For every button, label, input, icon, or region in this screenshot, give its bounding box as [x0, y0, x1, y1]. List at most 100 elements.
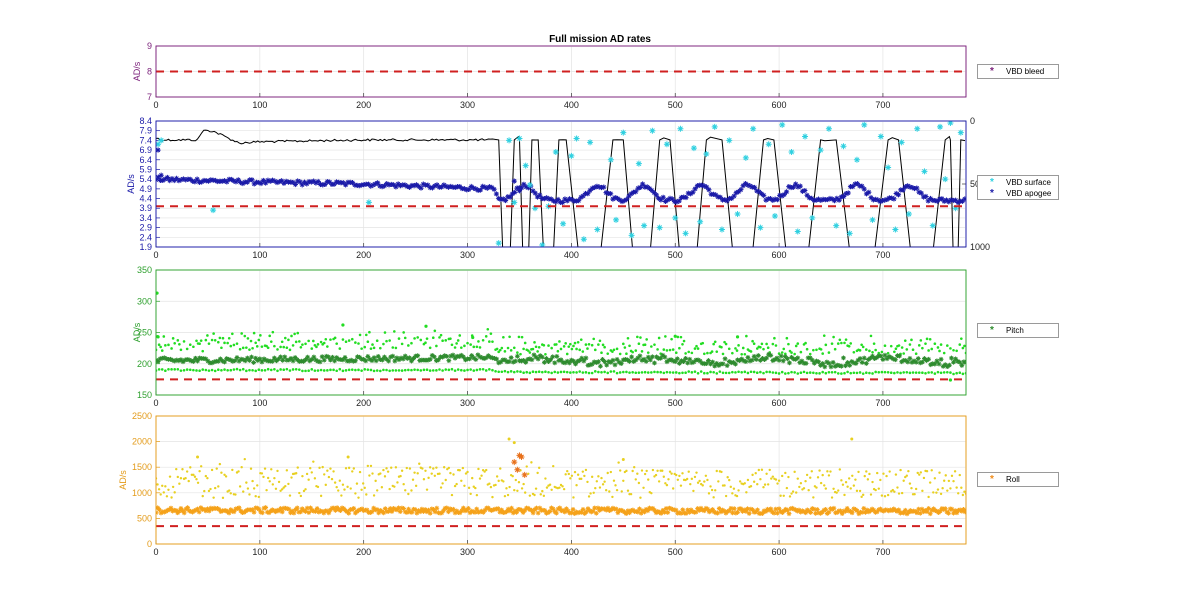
vbd-surface-point — [771, 212, 778, 219]
roll-yellow-point — [639, 496, 642, 499]
pitch-point — [917, 360, 923, 366]
pitch-low-point — [497, 370, 500, 374]
vbd-apogee-point — [905, 183, 911, 189]
roll-yellow-point — [928, 481, 932, 484]
roll-point — [738, 506, 744, 512]
pitch-high-point — [382, 342, 385, 346]
pitch-point — [577, 358, 583, 363]
pitch-low-point — [889, 371, 893, 375]
pitch-point — [357, 354, 362, 360]
roll-yellow-point — [464, 472, 468, 475]
legend-vbd[interactable]: * VBD surface * VBD apogee — [977, 175, 1059, 200]
vbd-surface-point — [952, 205, 959, 212]
pitch-low-point — [762, 371, 765, 375]
roll-yellow-point — [807, 489, 810, 492]
pitch-point — [263, 357, 269, 363]
y-tick-label: 7.4 — [139, 135, 152, 145]
y-tick-label: 1000 — [132, 488, 152, 498]
pitch-low-point — [687, 370, 691, 373]
vbd-apogee-point — [265, 177, 271, 183]
legend-roll[interactable]: * Roll — [977, 472, 1059, 487]
pitch-point — [616, 359, 622, 365]
roll-yellow-point — [248, 493, 251, 496]
pitch-high-point — [640, 350, 644, 353]
pitch-low-point — [861, 372, 865, 375]
pitch-high-point — [199, 339, 203, 342]
roll-point — [406, 506, 411, 512]
pitch-high-point — [393, 330, 396, 333]
pitch-point — [458, 352, 464, 358]
pitch-point — [774, 355, 780, 361]
pitch-low-point — [198, 369, 201, 373]
pitch-low-point — [301, 369, 304, 373]
roll-yellow-point — [615, 488, 619, 492]
pitch-point — [668, 357, 674, 363]
pitch-low-point — [350, 368, 354, 371]
vbd-apogee-point — [418, 185, 424, 191]
roll-point — [414, 510, 420, 516]
pitch-point — [274, 358, 279, 364]
pitch-high-point — [486, 327, 490, 331]
roll-yellow-point — [726, 476, 729, 479]
pitch-high-point — [227, 336, 231, 340]
pitch-high-point — [804, 341, 807, 345]
roll-point — [550, 506, 556, 512]
vbd-surface-point — [580, 236, 587, 243]
pitch-high-point — [410, 341, 413, 345]
vbd-apogee-point — [592, 184, 598, 191]
roll-yellow-point — [852, 484, 856, 487]
vbd-surface-point — [511, 199, 518, 206]
vbd-apogee-point — [365, 181, 372, 187]
roll-point — [665, 510, 671, 515]
x-tick-label: 0 — [153, 398, 158, 408]
roll-point — [328, 507, 333, 513]
pitch-high-point — [695, 344, 698, 348]
vbd-apogee-point — [512, 189, 518, 195]
roll-yellow-point — [913, 493, 916, 496]
pitch-high-point — [458, 334, 462, 337]
roll-yellow-point — [506, 493, 510, 497]
pitch-low-point — [484, 369, 488, 372]
pitch-low-point — [771, 371, 775, 374]
roll-yellow-point — [371, 472, 374, 475]
pitch-high-point — [790, 351, 793, 354]
pitch-low-point — [269, 368, 273, 372]
pitch-point — [940, 363, 946, 369]
pitch-high-point — [188, 343, 192, 347]
pitch-high-point — [562, 345, 566, 348]
roll-yellow-point — [667, 478, 670, 481]
vbd-apogee-point — [331, 181, 337, 187]
pitch-point — [396, 357, 402, 363]
pitch-point — [828, 364, 834, 370]
pitch-high-point — [656, 348, 659, 351]
legend-bleed[interactable]: * VBD bleed — [977, 64, 1059, 79]
pitch-low-point — [821, 370, 824, 374]
pitch-high-point — [207, 342, 211, 345]
pitch-point — [747, 358, 753, 364]
roll-point — [156, 507, 162, 513]
roll-yellow-point — [332, 470, 335, 473]
pitch-point — [793, 356, 799, 362]
pitch-point — [579, 355, 585, 361]
roll-point — [369, 509, 375, 515]
vbd-apogee-point — [815, 196, 822, 202]
vbd-surface-point — [853, 156, 860, 163]
roll-yellow-point — [656, 469, 659, 473]
axes-border — [155, 269, 967, 396]
vbd-apogee-point — [656, 195, 662, 201]
pitch-point — [209, 360, 215, 366]
vbd-apogee-point — [550, 198, 557, 204]
roll-point — [658, 510, 664, 516]
roll-point — [269, 507, 275, 513]
roll-yellow-point — [421, 467, 424, 470]
roll-yellow-point — [185, 470, 189, 473]
vbd-surface-point — [937, 123, 944, 130]
pitch-point — [631, 359, 637, 364]
axes-box — [155, 415, 967, 545]
chart-title: Full mission AD rates — [549, 34, 651, 45]
pitch-point — [494, 356, 500, 362]
vbd-apogee-point — [900, 187, 906, 193]
pitch-high-point — [749, 350, 753, 353]
roll-point — [959, 508, 965, 514]
legend-pitch[interactable]: * Pitch — [977, 323, 1059, 338]
